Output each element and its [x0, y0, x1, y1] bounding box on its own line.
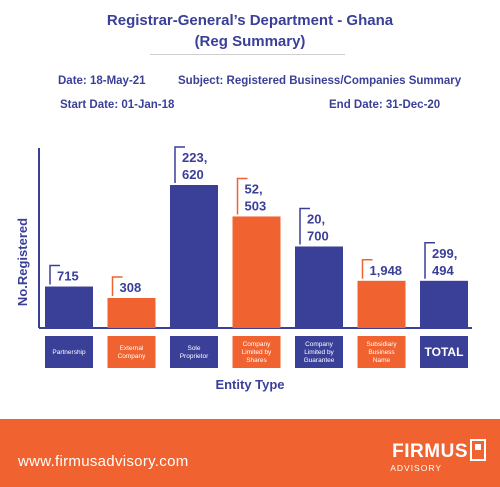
value-bracket-1	[49, 264, 60, 285]
category-label-3: Sole Proprietor	[180, 345, 209, 360]
title-divider	[150, 54, 345, 55]
x-axis-label: Entity Type	[215, 377, 284, 392]
category-label-text: Company	[243, 341, 272, 348]
bar-value-text: 223,	[182, 150, 207, 165]
bar-1	[45, 286, 93, 328]
bar-value-label-2: 308	[120, 280, 142, 295]
value-bracket-2	[111, 276, 123, 296]
bar-value-text: 299,	[432, 246, 457, 261]
bar-4	[232, 216, 281, 328]
category-label-7: TOTAL	[425, 345, 464, 359]
value-bracket-5	[299, 207, 310, 245]
category-label-text: Name	[373, 357, 391, 364]
bar-6	[357, 280, 406, 328]
bar-value-label-6: 1,948	[370, 263, 403, 278]
category-label-text: Business	[368, 349, 395, 356]
category-label-6: Subsidiary Business Name	[366, 341, 397, 364]
category-box-3	[170, 336, 218, 368]
chart-title-line1: Registrar-General’s Department - Ghana	[106, 12, 394, 29]
bar-value-text: 620	[182, 167, 204, 182]
category-label-2: External Company	[118, 345, 147, 360]
bar-5	[295, 246, 343, 328]
bar-value-text: 700	[307, 228, 329, 243]
bar-value-text: 308	[120, 280, 142, 295]
bar-value-label-7: 299, 494	[432, 246, 457, 278]
bar-value-label-5: 20, 700	[307, 211, 329, 243]
value-bracket-7	[424, 242, 435, 279]
category-box-4	[232, 336, 281, 368]
category-box-2	[107, 336, 156, 368]
category-label-1: Partnership	[52, 349, 86, 356]
bar-value-text: 1,948	[370, 263, 403, 278]
category-label-text: Proprietor	[180, 353, 209, 360]
meta-end-date: End Date: 31-Dec-20	[329, 99, 441, 111]
firmus-logo-text: FIRMUS	[392, 441, 468, 462]
category-label-text: Shares	[246, 357, 267, 364]
category-label-5: Company Limited by Guarantee	[304, 341, 335, 364]
value-bracket-4	[236, 177, 248, 215]
bar-value-label-4: 52, 503	[245, 181, 267, 213]
category-label-4: Company Limited by Shares	[242, 341, 272, 364]
category-box-1	[45, 336, 93, 368]
footer-bar: www.firmusadvisory.com FIRMUS ADVISORY	[0, 419, 500, 487]
category-label-text: Sole	[187, 345, 200, 352]
bar-value-label-1: 715	[57, 269, 79, 284]
bar-value-label-3: 223, 620	[182, 150, 207, 182]
category-label-text: Partnership	[52, 349, 86, 356]
meta-start-date: Start Date: 01-Jan-18	[60, 99, 175, 111]
bar-2	[107, 297, 156, 328]
firmus-logo-subtext: ADVISORY	[390, 463, 442, 473]
bar-7	[420, 280, 468, 328]
value-bracket-6	[361, 259, 373, 279]
category-label-text: TOTAL	[425, 345, 464, 359]
category-label-text: Limited by	[242, 349, 272, 356]
category-box-5	[295, 336, 343, 368]
meta-date: Date: 18-May-21	[58, 75, 146, 87]
bar-value-text: 20,	[307, 211, 325, 226]
firmus-logo-icon	[470, 439, 486, 461]
category-label-text: Limited by	[304, 349, 334, 356]
category-label-text: Company	[305, 341, 334, 348]
bar-value-text: 715	[57, 269, 79, 284]
meta-subject: Subject: Registered Business/Companies S…	[178, 75, 462, 87]
category-label-text: Subsidiary	[366, 341, 397, 348]
chart-title-line2: (Reg Summary)	[194, 33, 306, 50]
category-box-6	[357, 336, 406, 368]
category-label-text: Guarantee	[304, 357, 335, 364]
bar-3	[170, 185, 218, 328]
bar-value-text: 494	[432, 263, 454, 278]
website-link[interactable]: www.firmusadvisory.com	[18, 453, 189, 470]
category-label-text: Company	[118, 353, 147, 360]
y-axis-label: No.Registered	[15, 218, 30, 306]
bar-value-text: 503	[245, 198, 267, 213]
bar-value-text: 52,	[245, 181, 263, 196]
value-bracket-3	[174, 146, 185, 183]
category-label-text: External	[120, 345, 144, 352]
category-box-7	[420, 336, 468, 368]
